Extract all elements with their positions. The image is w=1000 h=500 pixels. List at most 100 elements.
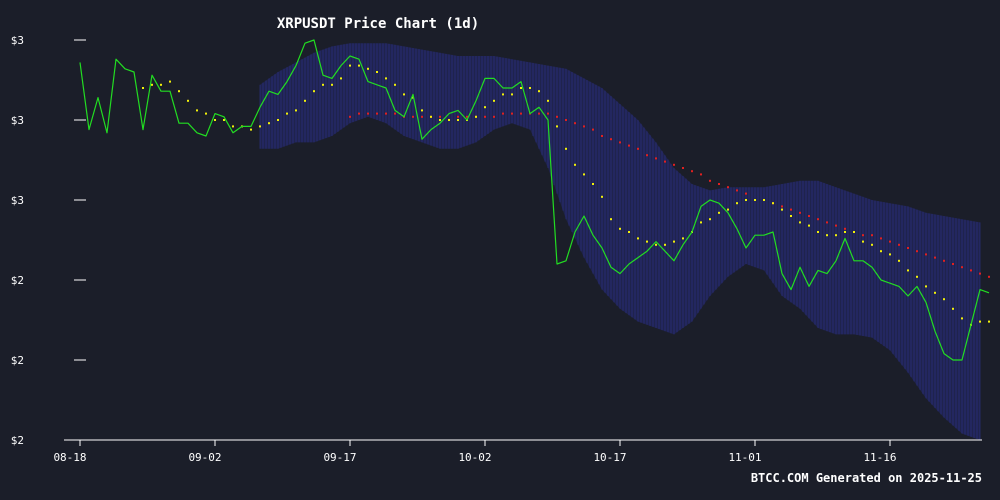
sma50-point — [565, 119, 567, 121]
sma50-point — [628, 144, 630, 147]
sma50-point — [961, 266, 963, 269]
sma20-point — [898, 259, 900, 262]
sma20-point — [754, 199, 756, 201]
sma20-point — [268, 122, 270, 125]
sma20-point — [772, 202, 774, 205]
sma50-point — [664, 160, 666, 163]
x-tick-label: 10-02 — [458, 451, 491, 464]
sma20-point — [196, 109, 198, 112]
sma20-point — [295, 109, 297, 112]
chart-title: XRPUSDT Price Chart (1d) — [277, 16, 479, 32]
sma20-point — [160, 83, 162, 86]
sma20-point — [547, 99, 549, 102]
sma50-point — [691, 170, 693, 173]
sma50-point — [394, 112, 396, 115]
sma20-point — [790, 215, 792, 217]
sma20-point — [538, 90, 540, 93]
sma50-point — [736, 189, 738, 192]
x-tick-label: 09-02 — [188, 451, 221, 464]
sma20-point — [151, 83, 153, 86]
sma50-point — [646, 154, 648, 157]
sma20-point — [259, 125, 261, 128]
y-tick-label: $3 — [11, 114, 24, 127]
sma50-point — [880, 237, 882, 240]
chart-footer: BTCC.COM Generated on 2025-11-25 — [751, 471, 982, 485]
sma50-point — [511, 112, 513, 115]
sma20-point — [601, 195, 603, 198]
sma50-point — [619, 141, 621, 144]
sma20-point — [673, 240, 675, 243]
sma50-point — [889, 240, 891, 243]
sma50-point — [655, 157, 657, 160]
sma50-point — [502, 112, 504, 115]
sma20-point — [457, 119, 459, 121]
sma20-point — [736, 202, 738, 205]
sma20-point — [493, 99, 495, 102]
price-line — [79, 39, 990, 361]
sma20-point — [700, 221, 702, 224]
sma50-point — [808, 215, 810, 217]
y-tick-label: $2 — [11, 354, 24, 367]
sma50-point — [493, 115, 495, 118]
sma50-point — [907, 247, 909, 249]
sma50-point — [934, 256, 936, 259]
sma50-point — [745, 192, 747, 195]
x-tick-label: 11-01 — [728, 451, 761, 464]
sma20-point — [412, 96, 414, 99]
sma20-point — [682, 237, 684, 240]
sma20-point — [961, 317, 963, 320]
sma20-point — [448, 119, 450, 121]
sma50-point — [970, 269, 972, 272]
sma20-point — [367, 67, 369, 70]
sma50-point — [610, 138, 612, 141]
sma20-point — [250, 128, 252, 131]
sma20-point — [709, 218, 711, 221]
sma20-point — [511, 93, 513, 96]
sma20-point — [862, 240, 864, 243]
sma20-point — [286, 112, 288, 115]
sma20-point — [178, 90, 180, 93]
sma50-point — [835, 224, 837, 227]
sma50-point — [466, 115, 468, 118]
sma20-point — [475, 115, 477, 118]
sma50-point — [871, 234, 873, 237]
sma20-point — [376, 71, 378, 73]
sma50-point — [826, 221, 828, 224]
sma50-point — [439, 115, 441, 118]
sma20-point — [583, 173, 585, 176]
sma20-point — [232, 125, 234, 128]
sma20-series — [142, 64, 990, 326]
sma50-point — [799, 211, 801, 214]
sma50-point — [727, 186, 729, 189]
sma50-point — [520, 112, 522, 115]
y-tick-label: $3 — [11, 34, 24, 47]
sma20-point — [943, 298, 945, 301]
sma20-point — [979, 320, 981, 323]
y-tick-label: $2 — [11, 274, 24, 287]
sma20-point — [205, 112, 207, 115]
sma50-point — [538, 112, 540, 115]
sma20-point — [808, 224, 810, 227]
sma50-point — [547, 112, 549, 115]
sma50-point — [709, 179, 711, 182]
sma50-point — [367, 112, 369, 115]
sma20-point — [313, 90, 315, 93]
axes: $3 $3 $3 $2 $2 $2 08-18 09-02 09-17 10-02 10-17 11-… — [11, 34, 982, 464]
sma50-point — [385, 112, 387, 115]
sma50-point — [412, 115, 414, 118]
x-tick-label: 09-17 — [323, 451, 356, 464]
sma20-point — [727, 208, 729, 211]
sma50-point — [421, 115, 423, 118]
sma50-point — [781, 205, 783, 208]
sma20-point — [871, 243, 873, 246]
sma50-point — [943, 259, 945, 262]
sma20-point — [214, 119, 216, 121]
x-tick-label: 08-18 — [53, 451, 86, 464]
sma20-point — [781, 208, 783, 211]
sma20-point — [322, 83, 324, 86]
x-tick-label: 10-17 — [593, 451, 626, 464]
sma20-point — [403, 93, 405, 96]
sma20-point — [223, 119, 225, 121]
sma20-point — [817, 231, 819, 233]
sma50-point — [484, 115, 486, 118]
